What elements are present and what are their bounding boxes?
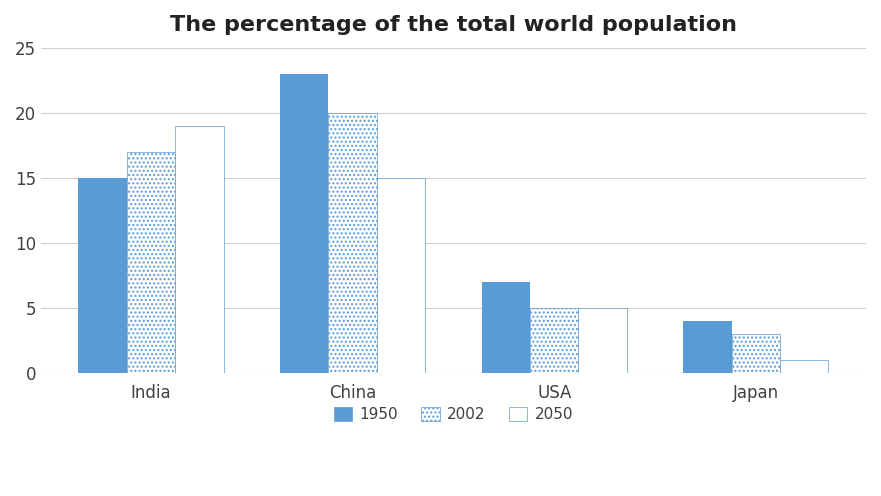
Bar bbox=[329, 113, 377, 372]
Bar bbox=[579, 308, 627, 372]
Bar bbox=[280, 74, 329, 372]
Title: The percentage of the total world population: The percentage of the total world popula… bbox=[170, 15, 737, 35]
Bar bbox=[684, 320, 732, 372]
Legend: 1950, 2002, 2050: 1950, 2002, 2050 bbox=[326, 400, 581, 430]
Bar bbox=[732, 334, 780, 372]
Bar bbox=[127, 152, 175, 372]
Bar bbox=[482, 282, 530, 372]
Bar bbox=[78, 178, 127, 372]
Bar bbox=[780, 360, 828, 372]
Bar bbox=[175, 125, 224, 372]
Bar bbox=[530, 308, 579, 372]
Bar bbox=[377, 178, 426, 372]
